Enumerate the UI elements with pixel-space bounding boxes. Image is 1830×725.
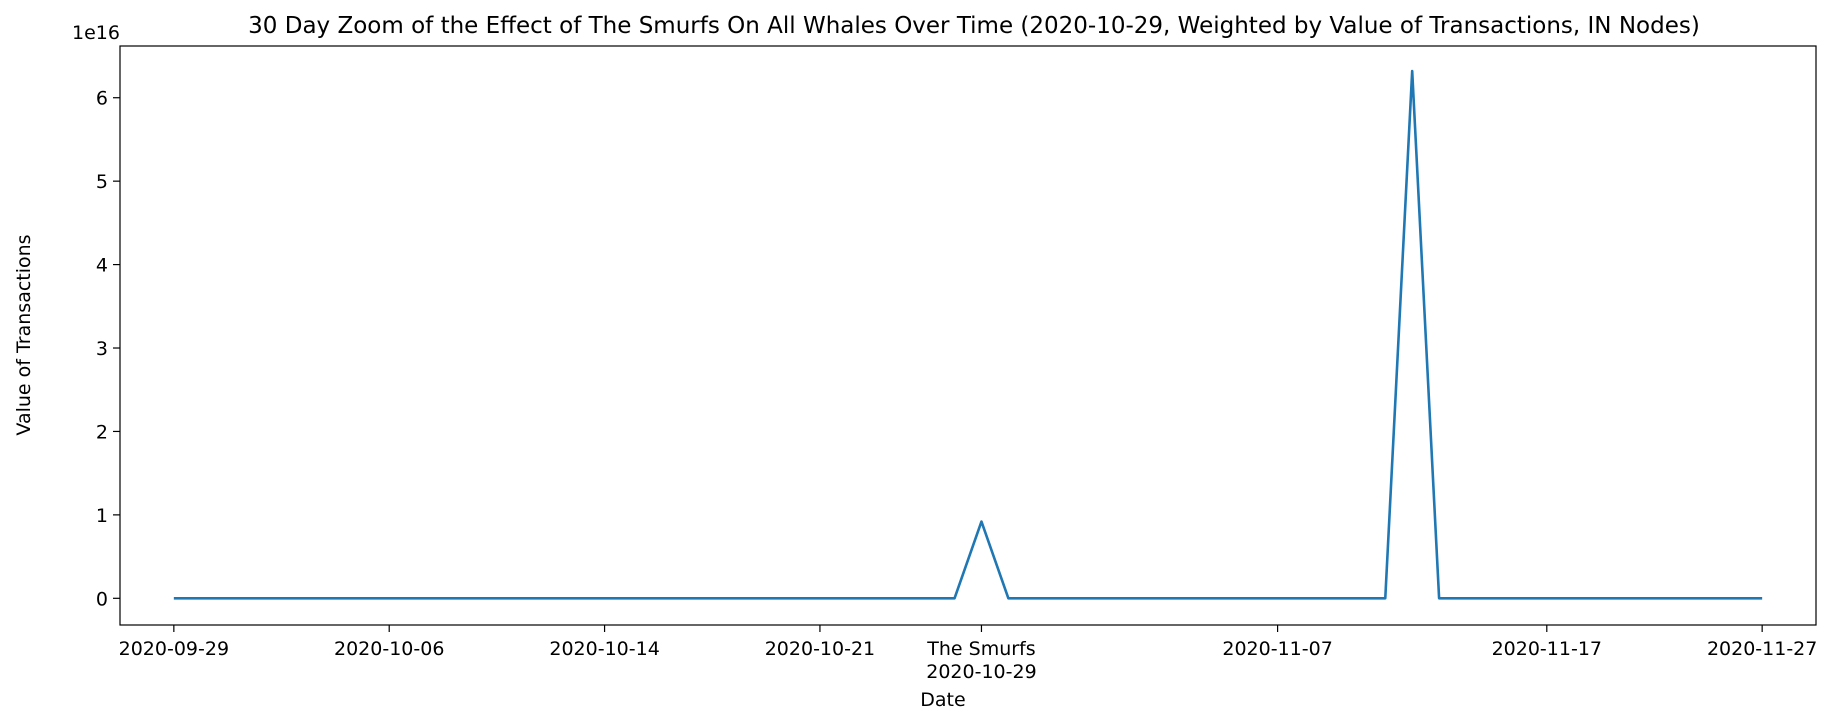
x-tick-label: 2020-09-29 [119,638,229,660]
y-tick-label: 4 [96,255,108,277]
y-tick-label: 1 [96,505,108,527]
x-axis: 2020-09-29 2020-10-06 2020-10-14 2020-10-21… [119,625,1817,683]
x-tick-label: 2020-11-27 [1707,638,1817,660]
x-axis-label: Date [920,689,965,711]
y-tick-label: 5 [96,171,108,193]
x-tick-label: 2020-11-17 [1492,638,1602,660]
x-tick-label: The Smurfs 2020-10-29 [926,638,1036,683]
y-axis-offset-label: 1e16 [72,22,120,44]
y-tick-label: 6 [96,88,108,110]
y-axis: 0 1 2 3 4 5 6 [96,88,120,610]
y-tick-label: 3 [96,338,108,360]
series-group [173,69,1763,600]
x-tick-label: 2020-11-07 [1222,638,1332,660]
chart-title: 30 Day Zoom of the Effect of The Smurfs … [248,13,1700,39]
series-line [173,69,1763,600]
y-tick-label: 2 [96,421,108,443]
x-tick-label: 2020-10-06 [334,638,444,660]
y-axis-label: Value of Transactions [13,234,35,435]
y-tick-label: 0 [96,588,108,610]
x-tick-label: 2020-10-21 [765,638,875,660]
x-tick-label: 2020-10-14 [549,638,659,660]
plot-frame [119,45,1817,626]
